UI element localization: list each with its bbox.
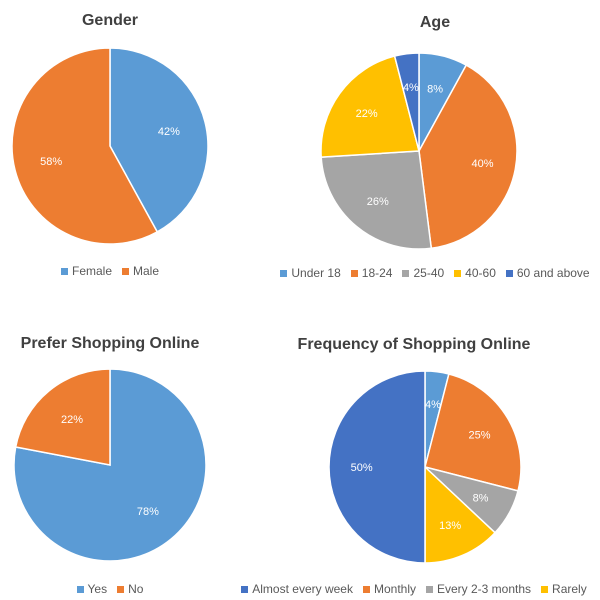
pie-slice [14, 368, 111, 466]
pie-slice [424, 465, 497, 564]
chart-title: Prefer Shopping Online [20, 335, 200, 352]
pie-slice [13, 368, 207, 562]
pie-slice [11, 47, 159, 245]
legend-item: Female [60, 264, 112, 278]
legend-item: No [117, 582, 143, 596]
chart-title: Frequency of Shopping Online [297, 336, 531, 353]
slice-data-label: 26% [367, 196, 389, 208]
legend-swatch [454, 269, 462, 277]
legend-swatch [426, 585, 433, 593]
legend-swatch [241, 585, 249, 593]
pie-chart: 8% 40% 26% 22% 4% [320, 52, 518, 250]
legend-item: Monthly [362, 582, 416, 596]
pie-slice [320, 55, 420, 158]
chart-title: Gender [81, 12, 138, 29]
pie-chart: 4% 25% 8% 13% 50% [328, 370, 522, 564]
legend-swatch [402, 269, 410, 277]
legend-label: Female [71, 264, 112, 278]
legend-swatch [362, 585, 370, 593]
legend-swatch [350, 269, 358, 277]
legend-label: Monthly [373, 582, 416, 596]
legend-swatch [60, 267, 68, 275]
slice-data-label: 13% [439, 520, 461, 532]
legend-label: Every 2-3 months [437, 582, 532, 596]
slice-data-label: 40% [472, 158, 494, 170]
slice-data-label: 8% [427, 83, 443, 95]
legend-item: 18-24 [350, 266, 393, 280]
chart-legend: Female Male [0, 264, 220, 278]
slice-data-label: 22% [356, 108, 378, 120]
legend-item: Under 18 [280, 266, 341, 280]
legend-swatch [505, 269, 513, 277]
legend-label: Almost every week [252, 582, 353, 596]
legend-swatch [117, 585, 125, 593]
slice-data-label: 78% [137, 506, 159, 518]
slice-data-label: 25% [469, 430, 491, 442]
chart-legend: Under 18 18-24 25-40 40-60 60 and above [270, 266, 600, 280]
chart-title: Age [419, 14, 451, 31]
chart-panel-gender: Gender 42% 58% Female Male [0, 0, 220, 300]
pie-slice [424, 373, 522, 492]
pie-chart: 78% 22% [13, 368, 207, 562]
slice-data-label: 4% [425, 399, 441, 411]
slice-data-label: 4% [403, 82, 419, 94]
slice-data-label: 22% [61, 414, 83, 426]
pie-slice [418, 64, 518, 250]
legend-label: 18-24 [361, 266, 393, 280]
slice-data-label: 58% [40, 156, 62, 168]
legend-label: No [128, 582, 144, 596]
legend-label: Under 18 [291, 266, 341, 280]
pie-chart: 42% 58% [11, 47, 209, 245]
legend-swatch [541, 585, 549, 593]
pie-slice [109, 47, 209, 233]
legend-swatch [280, 269, 288, 277]
legend-item: Yes [76, 582, 108, 596]
legend-label: 25-40 [413, 266, 445, 280]
legend-item: 60 and above [505, 266, 590, 280]
slice-data-label: 8% [473, 493, 489, 505]
legend-item: Rarely [541, 582, 587, 596]
legend-item: 40-60 [454, 266, 496, 280]
pie-slice [320, 150, 433, 250]
slice-data-label: 42% [158, 126, 180, 138]
legend-label: Male [133, 264, 160, 278]
chart-panel-prefer-online: Prefer Shopping Online 78% 22% Yes No [0, 320, 220, 600]
legend-item: 25-40 [402, 266, 444, 280]
chart-panel-frequency: Frequency of Shopping Online 4% 25% 8% 13% 5… [228, 320, 600, 600]
legend-item: Male [122, 264, 159, 278]
legend-label: Rarely [552, 582, 587, 596]
slice-data-label: 50% [351, 462, 373, 474]
chart-legend: Almost every week Monthly Every 2-3 months… [228, 582, 600, 596]
legend-item: Almost every week [241, 582, 353, 596]
legend-swatch [76, 585, 84, 593]
legend-label: 60 and above [516, 266, 590, 280]
legend-label: Yes [87, 582, 108, 596]
pie-slice [393, 52, 420, 152]
legend-item: Every 2-3 months [426, 582, 531, 596]
legend-swatch [122, 267, 129, 275]
chart-legend: Yes No [0, 582, 220, 596]
legend-label: 40-60 [465, 266, 496, 280]
chart-panel-age: Age 8% 40% 26% 22% 4% Under 18 18-24 25-40 40-6… [270, 0, 600, 300]
pie-slice [328, 370, 426, 564]
